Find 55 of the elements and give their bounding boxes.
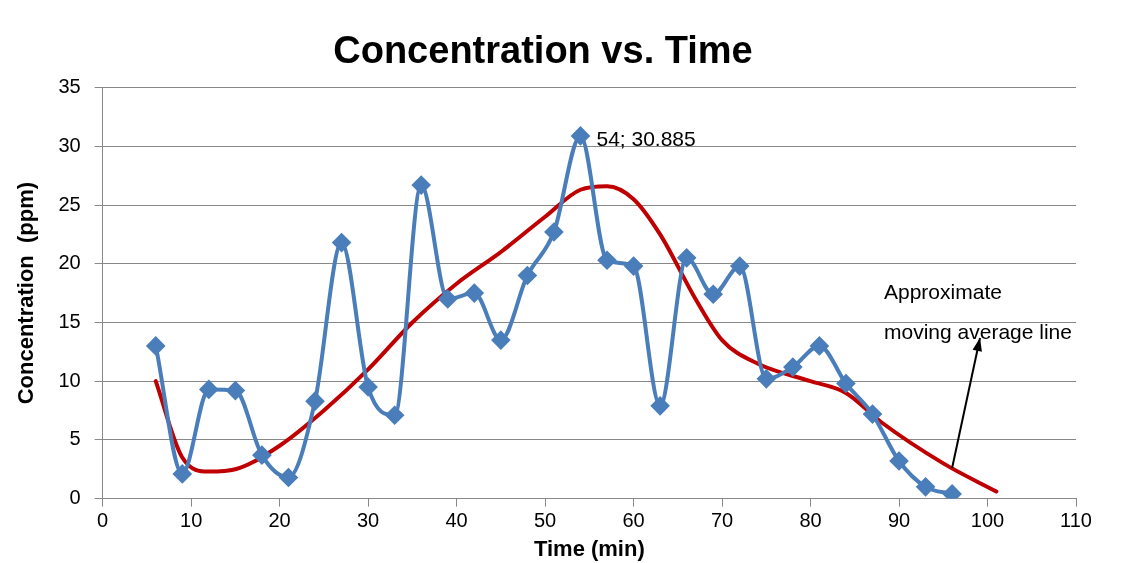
- point: [836, 374, 855, 393]
- x-tick-label: 100: [970, 509, 1005, 532]
- point: [624, 257, 643, 276]
- point: [332, 233, 351, 252]
- y-tick-label: 0: [69, 486, 81, 509]
- y-axis-title: Concentration (ppm): [13, 181, 39, 405]
- point: [173, 464, 192, 483]
- point: [279, 468, 298, 487]
- x-tick-label: 110: [1060, 509, 1092, 532]
- point: [465, 284, 484, 303]
- point: [757, 369, 776, 388]
- point: [252, 446, 271, 465]
- x-tick-label: 50: [533, 509, 557, 532]
- x-tick-label: 30: [356, 509, 380, 532]
- point: [491, 331, 510, 350]
- x-axis-title: Time (min): [533, 535, 645, 561]
- point: [306, 392, 325, 411]
- x-tick-label: 40: [445, 509, 468, 532]
- x-tick-label: 90: [887, 509, 911, 532]
- point: [598, 251, 617, 270]
- point: [385, 406, 404, 425]
- point: [359, 378, 378, 397]
- point: [916, 477, 935, 496]
- point: [704, 285, 723, 304]
- point: [730, 257, 749, 276]
- point: [651, 396, 670, 415]
- point: [412, 176, 431, 195]
- y-tick-label: 30: [58, 133, 81, 156]
- y-tick-label: 5: [69, 427, 81, 450]
- annotation: Approximate moving average line: [884, 279, 1072, 343]
- x-tick-label: 80: [799, 509, 822, 532]
- x-tick-label: 60: [622, 509, 645, 532]
- point: [438, 289, 457, 308]
- y-tick-label: 35: [58, 75, 81, 98]
- x-tick-label: 10: [180, 509, 203, 532]
- point: [518, 266, 537, 285]
- point: [677, 248, 696, 267]
- x-tick-label: 0: [97, 509, 109, 532]
- point: [146, 336, 165, 355]
- chart-title: Concentration vs. Time: [333, 29, 753, 72]
- point: [199, 380, 218, 399]
- point: [890, 452, 909, 471]
- point: [226, 381, 245, 400]
- annotation: 54; 30.885: [596, 126, 696, 150]
- point: [863, 405, 882, 424]
- y-tick-label: 25: [58, 192, 81, 215]
- y-tick-label: 10: [58, 368, 81, 391]
- point: [571, 126, 590, 145]
- x-tick-label: 20: [268, 509, 291, 532]
- x-tick-label: 70: [710, 509, 734, 532]
- y-tick-label: 20: [58, 251, 81, 274]
- point: [810, 336, 829, 355]
- y-tick-label: 15: [58, 309, 81, 332]
- point: [783, 358, 802, 377]
- point: [544, 223, 563, 242]
